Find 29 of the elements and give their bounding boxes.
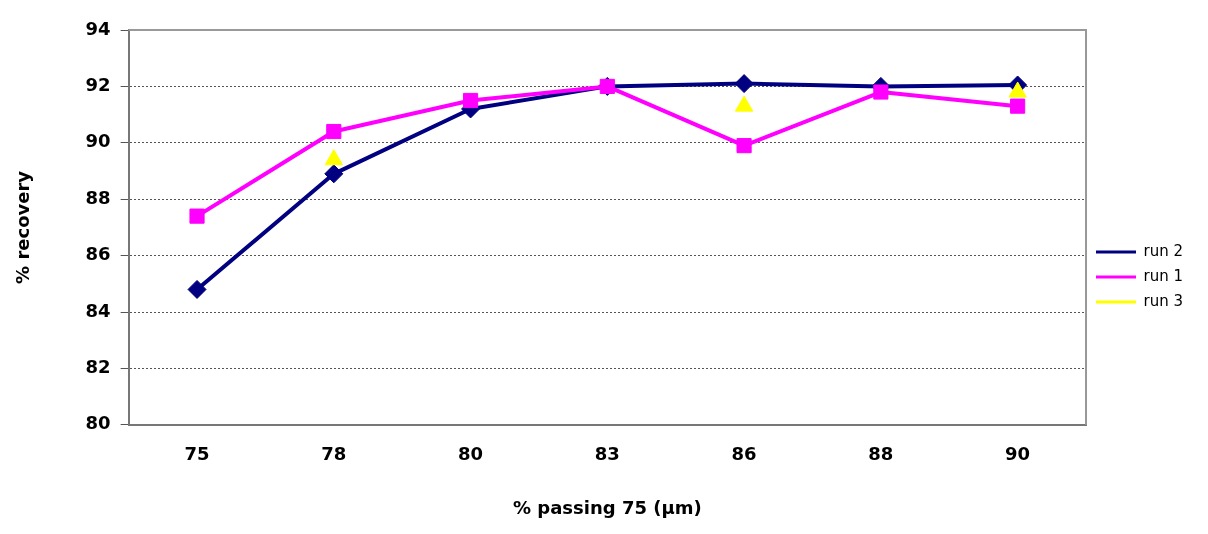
point <box>187 279 207 299</box>
y-tick-label: 88 <box>85 186 111 208</box>
point <box>736 138 752 154</box>
legend-label: run 2 <box>1143 241 1184 260</box>
y-tick-label: 80 <box>85 412 111 434</box>
y-tick-label: 84 <box>85 299 111 321</box>
x-tick-label: 90 <box>1005 443 1031 465</box>
y-tick-label: 86 <box>85 243 111 265</box>
x-tick-label: 86 <box>731 443 757 465</box>
x-tick-label: 88 <box>868 443 894 465</box>
x-tick-label: 78 <box>321 443 347 465</box>
y-axis-title: % recovery <box>12 170 34 284</box>
y-tick-label: 92 <box>85 74 111 96</box>
point <box>462 92 479 109</box>
point <box>873 84 889 100</box>
x-tick-label: 75 <box>184 443 210 465</box>
x-tick-label: 80 <box>458 443 484 465</box>
y-tick-label: 82 <box>85 356 111 378</box>
point <box>324 164 344 184</box>
x-tick-label: 83 <box>594 443 620 465</box>
point <box>326 123 342 140</box>
point <box>1010 98 1026 114</box>
legend-label: run 3 <box>1143 291 1184 310</box>
point <box>734 74 754 94</box>
legend-label: run 1 <box>1143 266 1184 285</box>
y-tick-label: 94 <box>85 17 111 39</box>
x-axis-title: % passing 75 (µm) <box>512 496 702 518</box>
point <box>189 208 205 224</box>
y-tick-label: 90 <box>85 130 111 152</box>
